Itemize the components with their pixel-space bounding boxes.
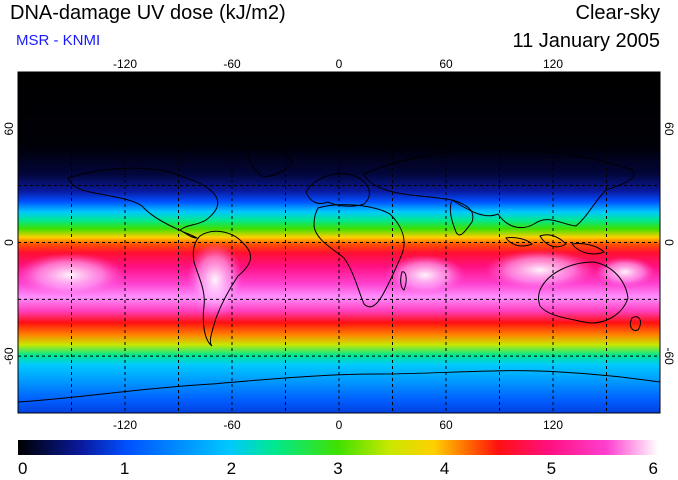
date-label: 11 January 2005 — [512, 30, 660, 52]
latitude-tick-left: 60 — [2, 122, 16, 136]
colorbar-label: 3 — [333, 459, 342, 478]
uv-hotspot — [15, 253, 125, 297]
longitude-tick-top: 0 — [336, 57, 343, 71]
longitude-tick-top: -120 — [113, 57, 137, 71]
colorbar-label: 1 — [120, 459, 129, 478]
longitude-tick-top: 60 — [439, 57, 453, 71]
longitude-tick-bottom: 120 — [543, 418, 563, 432]
uv-hotspot — [595, 257, 655, 287]
uv-hotspot — [187, 242, 243, 318]
latitude-tick-left: -60 — [2, 347, 16, 365]
map-title: DNA-damage UV dose (kJ/m2) — [10, 2, 286, 24]
uv-hotspot — [385, 255, 465, 295]
latitude-tick-left: 0 — [2, 239, 16, 246]
longitude-tick-bottom: 60 — [439, 418, 453, 432]
longitude-tick-bottom: -120 — [113, 418, 137, 432]
longitude-tick-top: -60 — [223, 57, 241, 71]
coastlines — [17, 146, 661, 403]
colorbar-ticks: 0 1 2 3 4 5 6 — [18, 459, 658, 478]
uv-hotspot — [485, 250, 595, 290]
colorbar-label: 0 — [18, 459, 27, 478]
colorbar-label: 5 — [547, 459, 556, 478]
colorbar-label: 4 — [440, 459, 449, 478]
source-label: MSR - KNMI — [16, 32, 101, 49]
map-frame — [17, 71, 661, 414]
colorbar-label: 6 — [649, 459, 658, 478]
colorbar — [18, 440, 658, 455]
latitude-tick-right: 0 — [662, 239, 676, 246]
colorbar-label: 2 — [227, 459, 236, 478]
axis-ticks: -120 -120 -60 -60 0 0 60 60 120 120 60 60 0 0 -60 -60 — [2, 57, 676, 432]
longitude-tick-bottom: -60 — [223, 418, 241, 432]
latitude-tick-right: 60 — [662, 122, 676, 136]
graticule — [18, 72, 660, 413]
longitude-tick-top: 120 — [543, 57, 563, 71]
sky-condition-label: Clear-sky — [575, 2, 660, 24]
longitude-tick-bottom: 0 — [336, 418, 343, 432]
latitude-tick-right: -60 — [662, 347, 676, 365]
